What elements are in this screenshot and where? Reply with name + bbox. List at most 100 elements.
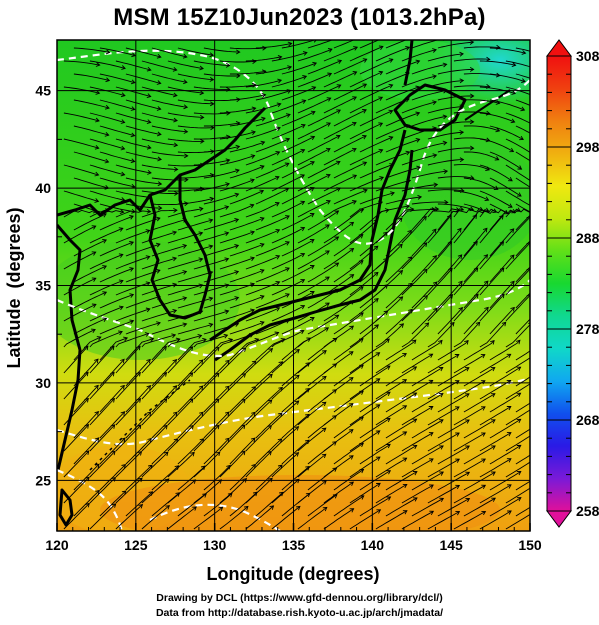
streamline-arrowhead	[285, 241, 290, 246]
streamline-arrowhead	[402, 483, 408, 489]
streamline-arrowhead	[475, 321, 481, 327]
streamline	[479, 241, 504, 270]
streamline	[505, 513, 530, 530]
streamline	[489, 471, 522, 491]
streamline-arrowhead	[481, 432, 486, 437]
streamline	[219, 373, 246, 400]
streamline-arrowhead	[136, 345, 141, 351]
streamline	[385, 60, 420, 75]
streamline-arrowhead	[251, 130, 256, 136]
streamline	[281, 187, 315, 205]
streamline	[89, 306, 124, 322]
streamline	[141, 334, 176, 348]
streamline-arrowhead	[432, 100, 437, 106]
streamline	[151, 359, 177, 387]
streamline-arrowhead	[305, 492, 311, 498]
streamline	[63, 190, 99, 202]
streamline	[63, 164, 99, 176]
streamline-arrowhead	[182, 322, 188, 328]
streamline-arrowhead	[375, 430, 381, 435]
streamline	[271, 149, 305, 166]
streamline-arrowhead	[325, 302, 330, 307]
streamline	[333, 260, 364, 283]
streamline	[333, 364, 364, 387]
streamline	[203, 338, 233, 361]
streamline-arrowhead	[385, 417, 391, 423]
streamline-arrowhead	[120, 92, 126, 98]
streamline	[437, 498, 470, 517]
streamline	[245, 79, 282, 88]
streamline-arrowhead	[198, 206, 204, 212]
y-tick-label-30: 30	[35, 375, 51, 391]
streamline	[271, 478, 300, 504]
streamline-arrowhead	[188, 346, 194, 351]
streamline	[125, 47, 161, 58]
streamline-arrowhead	[334, 288, 340, 293]
streamline	[385, 339, 417, 361]
streamline	[177, 493, 207, 517]
streamline	[141, 478, 170, 504]
streamline	[219, 131, 256, 140]
streamline-arrowhead	[348, 429, 354, 434]
streamline-arrowhead	[277, 54, 283, 60]
streamline	[401, 484, 434, 504]
streamline	[63, 209, 97, 218]
streamline-arrowhead	[532, 181, 536, 185]
streamline	[115, 477, 143, 504]
streamline	[401, 353, 433, 374]
streamline-arrowhead	[96, 336, 102, 341]
streamline	[505, 323, 530, 348]
streamline	[385, 138, 420, 153]
streamline	[307, 314, 339, 335]
streamline	[479, 458, 512, 478]
streamline	[323, 248, 354, 270]
streamline	[359, 136, 393, 153]
streamline-arrowhead	[199, 438, 205, 443]
streamline-arrowhead	[490, 393, 496, 398]
streamline	[359, 110, 393, 127]
streamline-arrowhead	[415, 111, 421, 117]
streamline-arrowhead	[129, 293, 135, 298]
streamline-arrowhead	[310, 135, 316, 141]
streamline-arrowhead	[348, 377, 354, 382]
streamline-arrowhead	[483, 254, 489, 259]
streamline	[427, 189, 464, 192]
streamline	[229, 295, 265, 309]
streamline-arrowhead	[464, 367, 470, 372]
streamline-arrowhead	[432, 126, 437, 131]
streamline-arrowhead	[202, 337, 207, 343]
streamline-arrowhead	[234, 168, 240, 174]
streamline	[167, 452, 195, 478]
streamline	[349, 71, 383, 88]
streamline-arrowhead	[105, 49, 111, 55]
streamline-arrowhead	[517, 165, 523, 170]
streamline-arrowhead	[94, 358, 99, 364]
streamline	[479, 60, 516, 66]
streamline	[375, 179, 411, 192]
streamline	[167, 310, 203, 322]
streamline-arrowhead	[433, 307, 438, 313]
streamline-arrowhead	[145, 255, 151, 260]
streamline-arrowhead	[224, 257, 230, 262]
streamline-arrowhead	[208, 322, 214, 328]
streamline	[505, 190, 530, 206]
streamline-arrowhead	[224, 309, 230, 315]
streamline-arrowhead	[516, 471, 522, 476]
streamline-arrowhead	[352, 200, 357, 205]
streamline-arrowhead	[102, 291, 108, 296]
streamline-arrowhead	[537, 256, 541, 260]
streamline-arrowhead	[275, 228, 281, 234]
streamline-arrowhead	[94, 171, 100, 177]
streamline-arrowhead	[542, 340, 546, 344]
streamline	[411, 63, 447, 75]
streamline	[177, 197, 214, 205]
streamline-arrowhead	[241, 398, 246, 404]
streamline-arrowhead	[310, 161, 315, 166]
streamline-arrowhead	[408, 308, 413, 314]
streamline-arrowhead	[162, 345, 167, 351]
streamline-arrowhead	[119, 209, 125, 215]
streamline-arrowhead	[543, 168, 547, 172]
streamline-arrowhead	[509, 254, 515, 260]
streamline	[323, 222, 354, 244]
streamline-arrowhead	[484, 306, 489, 312]
